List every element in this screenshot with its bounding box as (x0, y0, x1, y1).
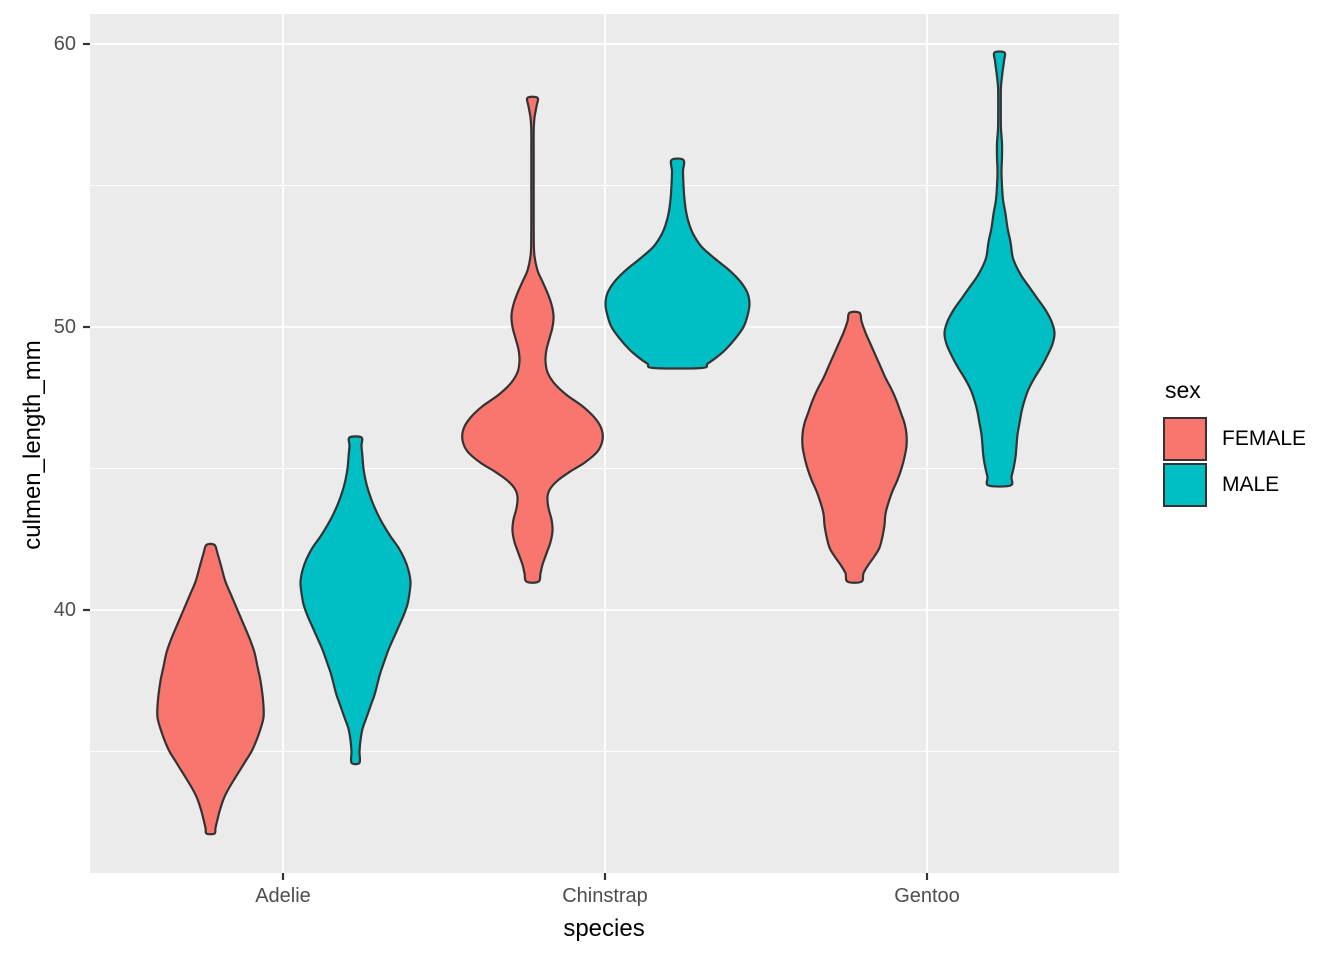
legend-label-male: MALE (1222, 473, 1280, 496)
violin-gentoo-female (801, 310, 908, 584)
legend-label-female: FEMALE (1222, 427, 1307, 450)
violin-adelie-male (299, 435, 412, 766)
violin-adelie-female (156, 542, 265, 836)
axis-tick-marks (83, 42, 929, 880)
violin-gentoo-male (943, 50, 1056, 488)
violin-chinstrap-female (461, 95, 604, 584)
legend: sex FEMALE MALE (1163, 377, 1306, 509)
male-color-swatch (1163, 463, 1207, 507)
violin-chinstrap-male (604, 157, 751, 370)
female-color-swatch (1163, 417, 1207, 461)
legend-entry-female: FEMALE (1163, 417, 1306, 461)
major-gridlines (90, 14, 1119, 873)
legend-entry-male: MALE (1163, 463, 1306, 507)
legend-title: sex (1165, 377, 1201, 403)
violin-group (156, 50, 1056, 836)
